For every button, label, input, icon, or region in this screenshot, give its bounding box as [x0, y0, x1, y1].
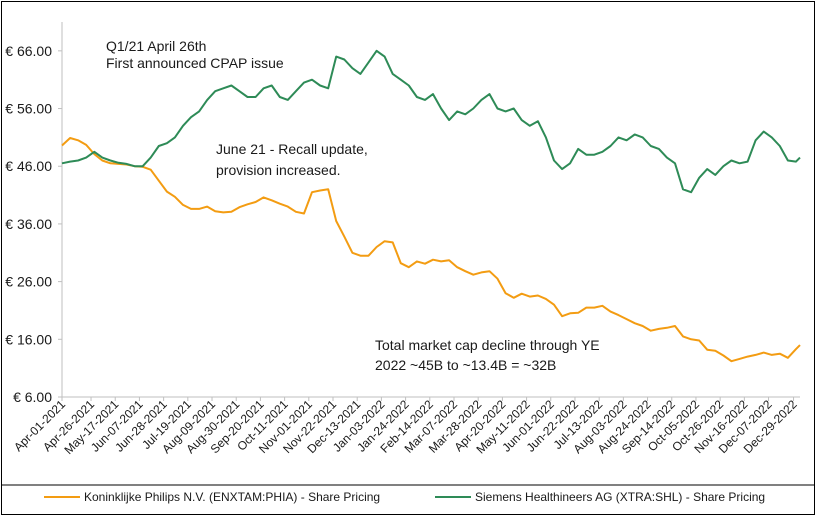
- series-line-siemens: [61, 49, 801, 194]
- annotation-cpap-title: Q1/21 April 26th: [106, 38, 206, 54]
- y-tick-label: € 56.00: [5, 101, 52, 117]
- y-tick-label: € 6.00: [13, 389, 52, 405]
- annotation-cpap-subtitle: First announced CPAP issue: [106, 55, 284, 71]
- y-tick-label: € 26.00: [5, 274, 52, 290]
- annotation-recall-line1: June 21 - Recall update,: [216, 141, 368, 157]
- legend-label-siemens: Siemens Healthineers AG (XTRA:SHL) - Sha…: [475, 490, 765, 504]
- y-tick-label: € 46.00: [5, 158, 52, 174]
- y-tick-label: € 16.00: [5, 331, 52, 347]
- annotation-market-cap-line1: Total market cap decline through YE: [375, 337, 600, 353]
- legend-label-philips: Koninklijke Philips N.V. (ENXTAM:PHIA) -…: [84, 490, 380, 504]
- x-axis-ticks: Apr-01-2021Apr-26-2021May-17-2021Jun-07-…: [11, 397, 800, 457]
- series-line-philips: [61, 137, 801, 363]
- annotation-recall-line2: provision increased.: [216, 162, 341, 178]
- series-lines: [61, 49, 801, 363]
- legend: Koninklijke Philips N.V. (ENXTAM:PHIA) -…: [44, 490, 765, 504]
- y-tick-label: € 66.00: [5, 43, 52, 59]
- y-axis-ticks: € 6.00 € 16.00 € 26.00 € 36.00 € 46.00 € 56.0…: [5, 43, 62, 405]
- annotation-market-cap-line2: 2022 ~45B to ~13.4B = ~32B: [375, 357, 556, 373]
- y-tick-label: € 36.00: [5, 216, 52, 232]
